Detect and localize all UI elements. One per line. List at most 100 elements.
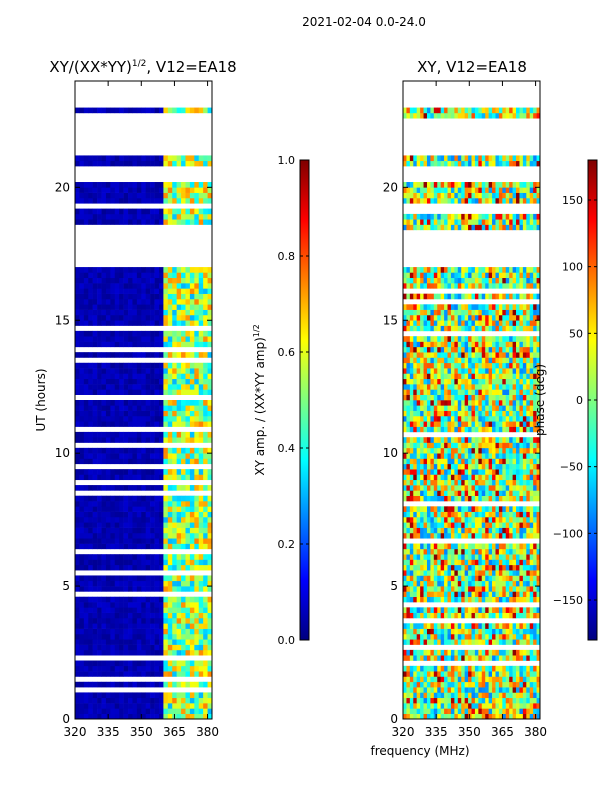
- heatmap-cell: [495, 676, 500, 683]
- heatmap-cell: [437, 564, 441, 571]
- heatmap-cell: [403, 575, 407, 582]
- heatmap-cell: [413, 442, 417, 449]
- heatmap-cell: [403, 639, 407, 645]
- heatmap-cell: [97, 469, 102, 475]
- heatmap-cell: [447, 437, 452, 443]
- heatmap-cell: [461, 490, 465, 496]
- heatmap-cell: [430, 495, 435, 502]
- heatmap-cell: [492, 713, 496, 720]
- heatmap-cell: [141, 283, 147, 289]
- heatmap-cell: [145, 410, 151, 417]
- heatmap-cell: [536, 442, 541, 449]
- heatmap-cell: [492, 607, 496, 613]
- heatmap-cell: [189, 607, 195, 613]
- heatmap-cell: [167, 213, 173, 220]
- heatmap-cell: [167, 298, 173, 305]
- heatmap-cell: [461, 655, 465, 661]
- heatmap-cell: [154, 320, 160, 326]
- heatmap-cell: [185, 288, 191, 294]
- heatmap-cell: [426, 479, 431, 486]
- heatmap-cell: [420, 575, 424, 582]
- heatmap-cell: [198, 612, 204, 619]
- heatmap-cell: [141, 602, 147, 608]
- heatmap-cell: [163, 660, 169, 667]
- heatmap-cell: [502, 623, 507, 629]
- heatmap-cell: [92, 288, 98, 294]
- heatmap-cell: [495, 639, 500, 645]
- heatmap-cell: [136, 596, 142, 603]
- heatmap-cell: [478, 474, 483, 481]
- heatmap-cell: [203, 564, 208, 571]
- heatmap-cell: [519, 426, 524, 433]
- heatmap-cell: [97, 532, 102, 539]
- heatmap-cell: [430, 362, 435, 369]
- heatmap-cell: [123, 362, 129, 369]
- heatmap-cell: [198, 362, 204, 369]
- heatmap-cell: [505, 676, 510, 683]
- heatmap-cell: [101, 447, 107, 454]
- heatmap-cell: [505, 511, 510, 518]
- heatmap-cell: [119, 283, 124, 289]
- heatmap-cell: [406, 596, 411, 603]
- heatmap-cell: [502, 405, 507, 411]
- heatmap-cell: [457, 389, 462, 395]
- heatmap-cell: [409, 596, 414, 603]
- heatmap-cell: [92, 671, 98, 677]
- heatmap-cell: [454, 649, 459, 656]
- heatmap-cell: [75, 304, 80, 310]
- heatmap-cell: [198, 628, 204, 635]
- heatmap-cell: [447, 458, 452, 465]
- heatmap-cell: [141, 304, 147, 310]
- heatmap-cell: [519, 516, 524, 523]
- heatmap-cell: [461, 516, 465, 523]
- heatmap-cell: [97, 644, 102, 651]
- heatmap-cell: [420, 394, 424, 401]
- heatmap-cell: [433, 564, 438, 571]
- heatmap-cell: [498, 655, 503, 661]
- heatmap-cell: [176, 543, 182, 550]
- heatmap-cell: [79, 485, 85, 491]
- heatmap-cell: [488, 697, 493, 704]
- heatmap-cell: [437, 639, 441, 645]
- heatmap-cell: [409, 447, 414, 454]
- heatmap-cell: [167, 415, 173, 422]
- heatmap-cell: [163, 649, 169, 656]
- heatmap-cell: [536, 623, 541, 629]
- heatmap-cell: [457, 378, 462, 385]
- heatmap-cell: [444, 655, 448, 661]
- heatmap-cell: [488, 665, 493, 672]
- heatmap-cell: [79, 283, 85, 289]
- heatmap-cell: [450, 703, 455, 709]
- heatmap-cell: [461, 665, 465, 672]
- heatmap-cell: [189, 298, 195, 305]
- heatmap-cell: [141, 485, 147, 491]
- heatmap-cell: [433, 586, 438, 592]
- heatmap-cell: [505, 516, 510, 523]
- heatmap-cell: [516, 665, 520, 672]
- heatmap-cell: [203, 314, 208, 321]
- heatmap-cell: [158, 511, 164, 518]
- heatmap-cell: [444, 463, 448, 470]
- heatmap-cell: [433, 676, 438, 683]
- heatmap-cell: [172, 208, 177, 215]
- heatmap-cell: [444, 633, 448, 640]
- heatmap-cell: [433, 591, 438, 598]
- heatmap-cell: [119, 400, 124, 406]
- heatmap-cell: [167, 208, 173, 215]
- heatmap-cell: [478, 591, 483, 598]
- heatmap-cell: [181, 612, 186, 619]
- heatmap-cell: [488, 421, 493, 427]
- heatmap-cell: [207, 681, 213, 688]
- heatmap-cell: [478, 687, 483, 693]
- heatmap-cell: [79, 501, 85, 507]
- heatmap-cell: [481, 548, 486, 555]
- heatmap-cell: [123, 495, 129, 502]
- heatmap-cell: [426, 628, 431, 635]
- heatmap-cell: [464, 506, 469, 512]
- heatmap-cell: [505, 532, 510, 539]
- heatmap-cell: [416, 676, 421, 683]
- heatmap-cell: [119, 368, 124, 374]
- heatmap-cell: [167, 596, 173, 603]
- heatmap-cell: [509, 490, 513, 496]
- heatmap-cell: [97, 660, 102, 667]
